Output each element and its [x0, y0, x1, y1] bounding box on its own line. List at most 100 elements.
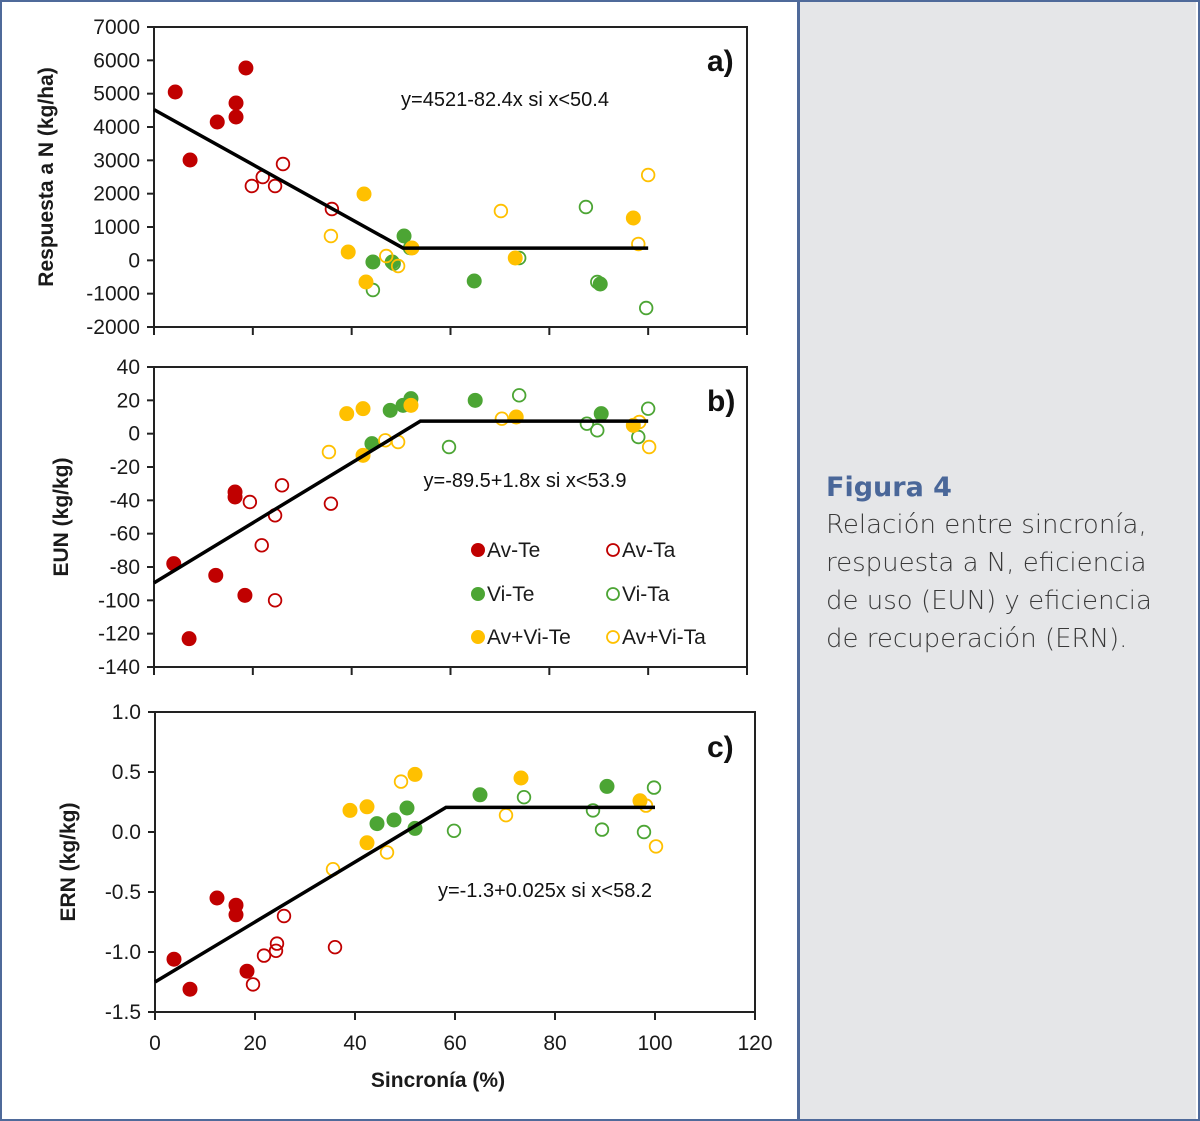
figure-caption: Figura 4 Relación entre sincronía, respu…	[826, 470, 1186, 658]
y-axis-title: ERN (kg/kg)	[57, 802, 80, 921]
legend-marker-filled-icon	[471, 543, 485, 557]
legend-item: Vi-Te	[471, 583, 534, 606]
charts-svg: 70006000500040003000200010000-1000-2000R…	[35, 16, 773, 1092]
plot-area	[154, 711, 756, 1013]
data-point-av-te	[227, 489, 243, 505]
legend-item: Vi-Ta	[606, 583, 670, 606]
data-point-av-ta	[268, 943, 284, 959]
data-point-av-te	[182, 152, 198, 168]
legend-label: Av+Vi-Ta	[622, 626, 706, 649]
data-point-av-te	[228, 95, 244, 111]
data-point-av-vi-te	[513, 770, 529, 786]
y-tick-label: -120	[98, 623, 140, 646]
data-point-vi-ta	[636, 824, 652, 840]
data-point-vi-te	[399, 800, 415, 816]
data-point-av-te	[167, 84, 183, 100]
data-point-av-ta	[254, 538, 269, 553]
data-point-av-vi-te	[356, 186, 372, 202]
y-tick-label: 7000	[93, 16, 140, 39]
data-point-av-vi-ta	[379, 248, 394, 264]
data-point-vi-ta	[511, 388, 527, 403]
fit-equation: y=-1.3+0.025x si x<58.2	[438, 880, 652, 902]
fit-line	[153, 108, 649, 250]
x-tick-label: 60	[443, 1032, 466, 1055]
chart-panel-1: 7000 6000 5000 4000 3000 2000 1000 0 -1000 -2000 R…	[35, 16, 748, 339]
data-point-vi-ta	[646, 780, 662, 795]
data-point-av-vi-te	[340, 244, 356, 260]
figure-area: 7000 6000 5000 4000 3000 2000 1000 0 -1000 -2000 R…	[2, 2, 798, 1119]
fit-equation: y=4521-82.4x si x<50.4	[401, 89, 609, 111]
data-point-av-vi-ta	[648, 839, 664, 854]
data-point-av-te	[208, 567, 224, 583]
caption-title: Figura 4	[826, 472, 952, 503]
y-tick-label: 1000	[93, 216, 140, 239]
data-point-av-ta	[256, 948, 272, 963]
data-point-av-ta	[323, 496, 339, 511]
data-point-vi-ta	[441, 439, 457, 455]
y-tick-label: -20	[110, 456, 140, 479]
x-tick-label: 0	[149, 1032, 161, 1055]
legend-label: Av-Te	[487, 539, 540, 562]
x-tick-label: 100	[637, 1032, 672, 1055]
panel-label: b)	[707, 385, 735, 418]
data-point-av-vi-ta	[390, 258, 406, 274]
legend-label: Av-Ta	[622, 539, 676, 562]
plot-area	[153, 366, 748, 668]
chart-panel-2: 40 20 0 -20 -40 -60 -80 -100 -120 -140 EUN (kg/kg)…	[50, 356, 748, 679]
legend: Av-Te Av-Ta Vi-Te Vi-Ta Av+Vi-Te Av+Vi-Ta	[471, 539, 706, 649]
y-tick-label: 2000	[93, 183, 140, 206]
data-point-vi-te	[386, 812, 402, 828]
data-point-av-vi-ta	[640, 167, 656, 183]
data-point-av-ta	[324, 201, 340, 217]
data-point-vi-te	[365, 254, 381, 270]
data-point-av-vi-ta	[393, 774, 409, 789]
data-point-av-vi-te	[359, 835, 375, 851]
data-point-vi-ta	[578, 199, 594, 215]
legend-marker-open-icon	[606, 587, 620, 601]
panel-label: a)	[707, 45, 734, 78]
data-point-av-vi-ta	[638, 798, 654, 813]
y-tick-label: 0	[128, 249, 140, 272]
chart-panel-3: 1.0 0.5 0.0 -0.5 -1.0 -1.5 0 20 40 60 80 100 120 ERN …	[57, 701, 773, 1092]
data-point-av-ta	[275, 156, 291, 172]
legend-item: Av+Vi-Te	[471, 626, 571, 649]
data-point-av-vi-ta	[641, 439, 657, 455]
data-point-av-vi-te	[625, 210, 641, 226]
legend-item: Av+Vi-Ta	[606, 626, 706, 649]
caption-text: Relación entre sincronía, respuesta a N,…	[826, 510, 1152, 654]
data-point-av-te	[228, 907, 244, 923]
y-tick-label: -80	[110, 556, 140, 579]
y-tick-label: 5000	[93, 83, 140, 106]
data-point-av-vi-ta	[321, 444, 337, 460]
y-tick-label: 0.0	[112, 821, 141, 844]
y-tick-label: 0	[128, 423, 140, 446]
data-point-av-vi-ta	[631, 236, 646, 252]
panel-divider	[797, 0, 800, 1121]
data-point-vi-te	[599, 778, 615, 794]
data-point-av-vi-te	[355, 401, 371, 417]
data-point-vi-te	[396, 228, 412, 244]
data-point-vi-ta	[446, 823, 462, 839]
data-point-av-te	[182, 981, 198, 997]
data-point-av-vi-te	[339, 406, 355, 422]
x-tick-label: 120	[737, 1032, 772, 1055]
legend-label: Vi-Ta	[622, 583, 670, 606]
data-point-av-vi-ta	[494, 411, 510, 426]
legend-marker-filled-icon	[471, 587, 485, 601]
data-point-vi-ta	[516, 790, 532, 805]
data-point-vi-ta	[590, 274, 605, 290]
y-tick-label: 0.5	[112, 761, 141, 784]
data-point-av-vi-ta	[379, 845, 395, 860]
data-point-av-vi-ta	[493, 203, 509, 219]
data-point-vi-te	[472, 787, 488, 803]
data-point-av-vi-te	[342, 802, 358, 818]
y-axis-title: Respuesta a N (kg/ha)	[35, 67, 58, 286]
y-tick-label: 6000	[93, 49, 140, 72]
y-tick-label: -1000	[86, 283, 140, 306]
fit-line	[154, 805, 655, 984]
data-point-vi-ta	[579, 416, 595, 431]
legend-marker-open-icon	[606, 630, 620, 644]
data-point-av-te	[237, 587, 253, 603]
y-tick-label: -2000	[86, 316, 140, 339]
